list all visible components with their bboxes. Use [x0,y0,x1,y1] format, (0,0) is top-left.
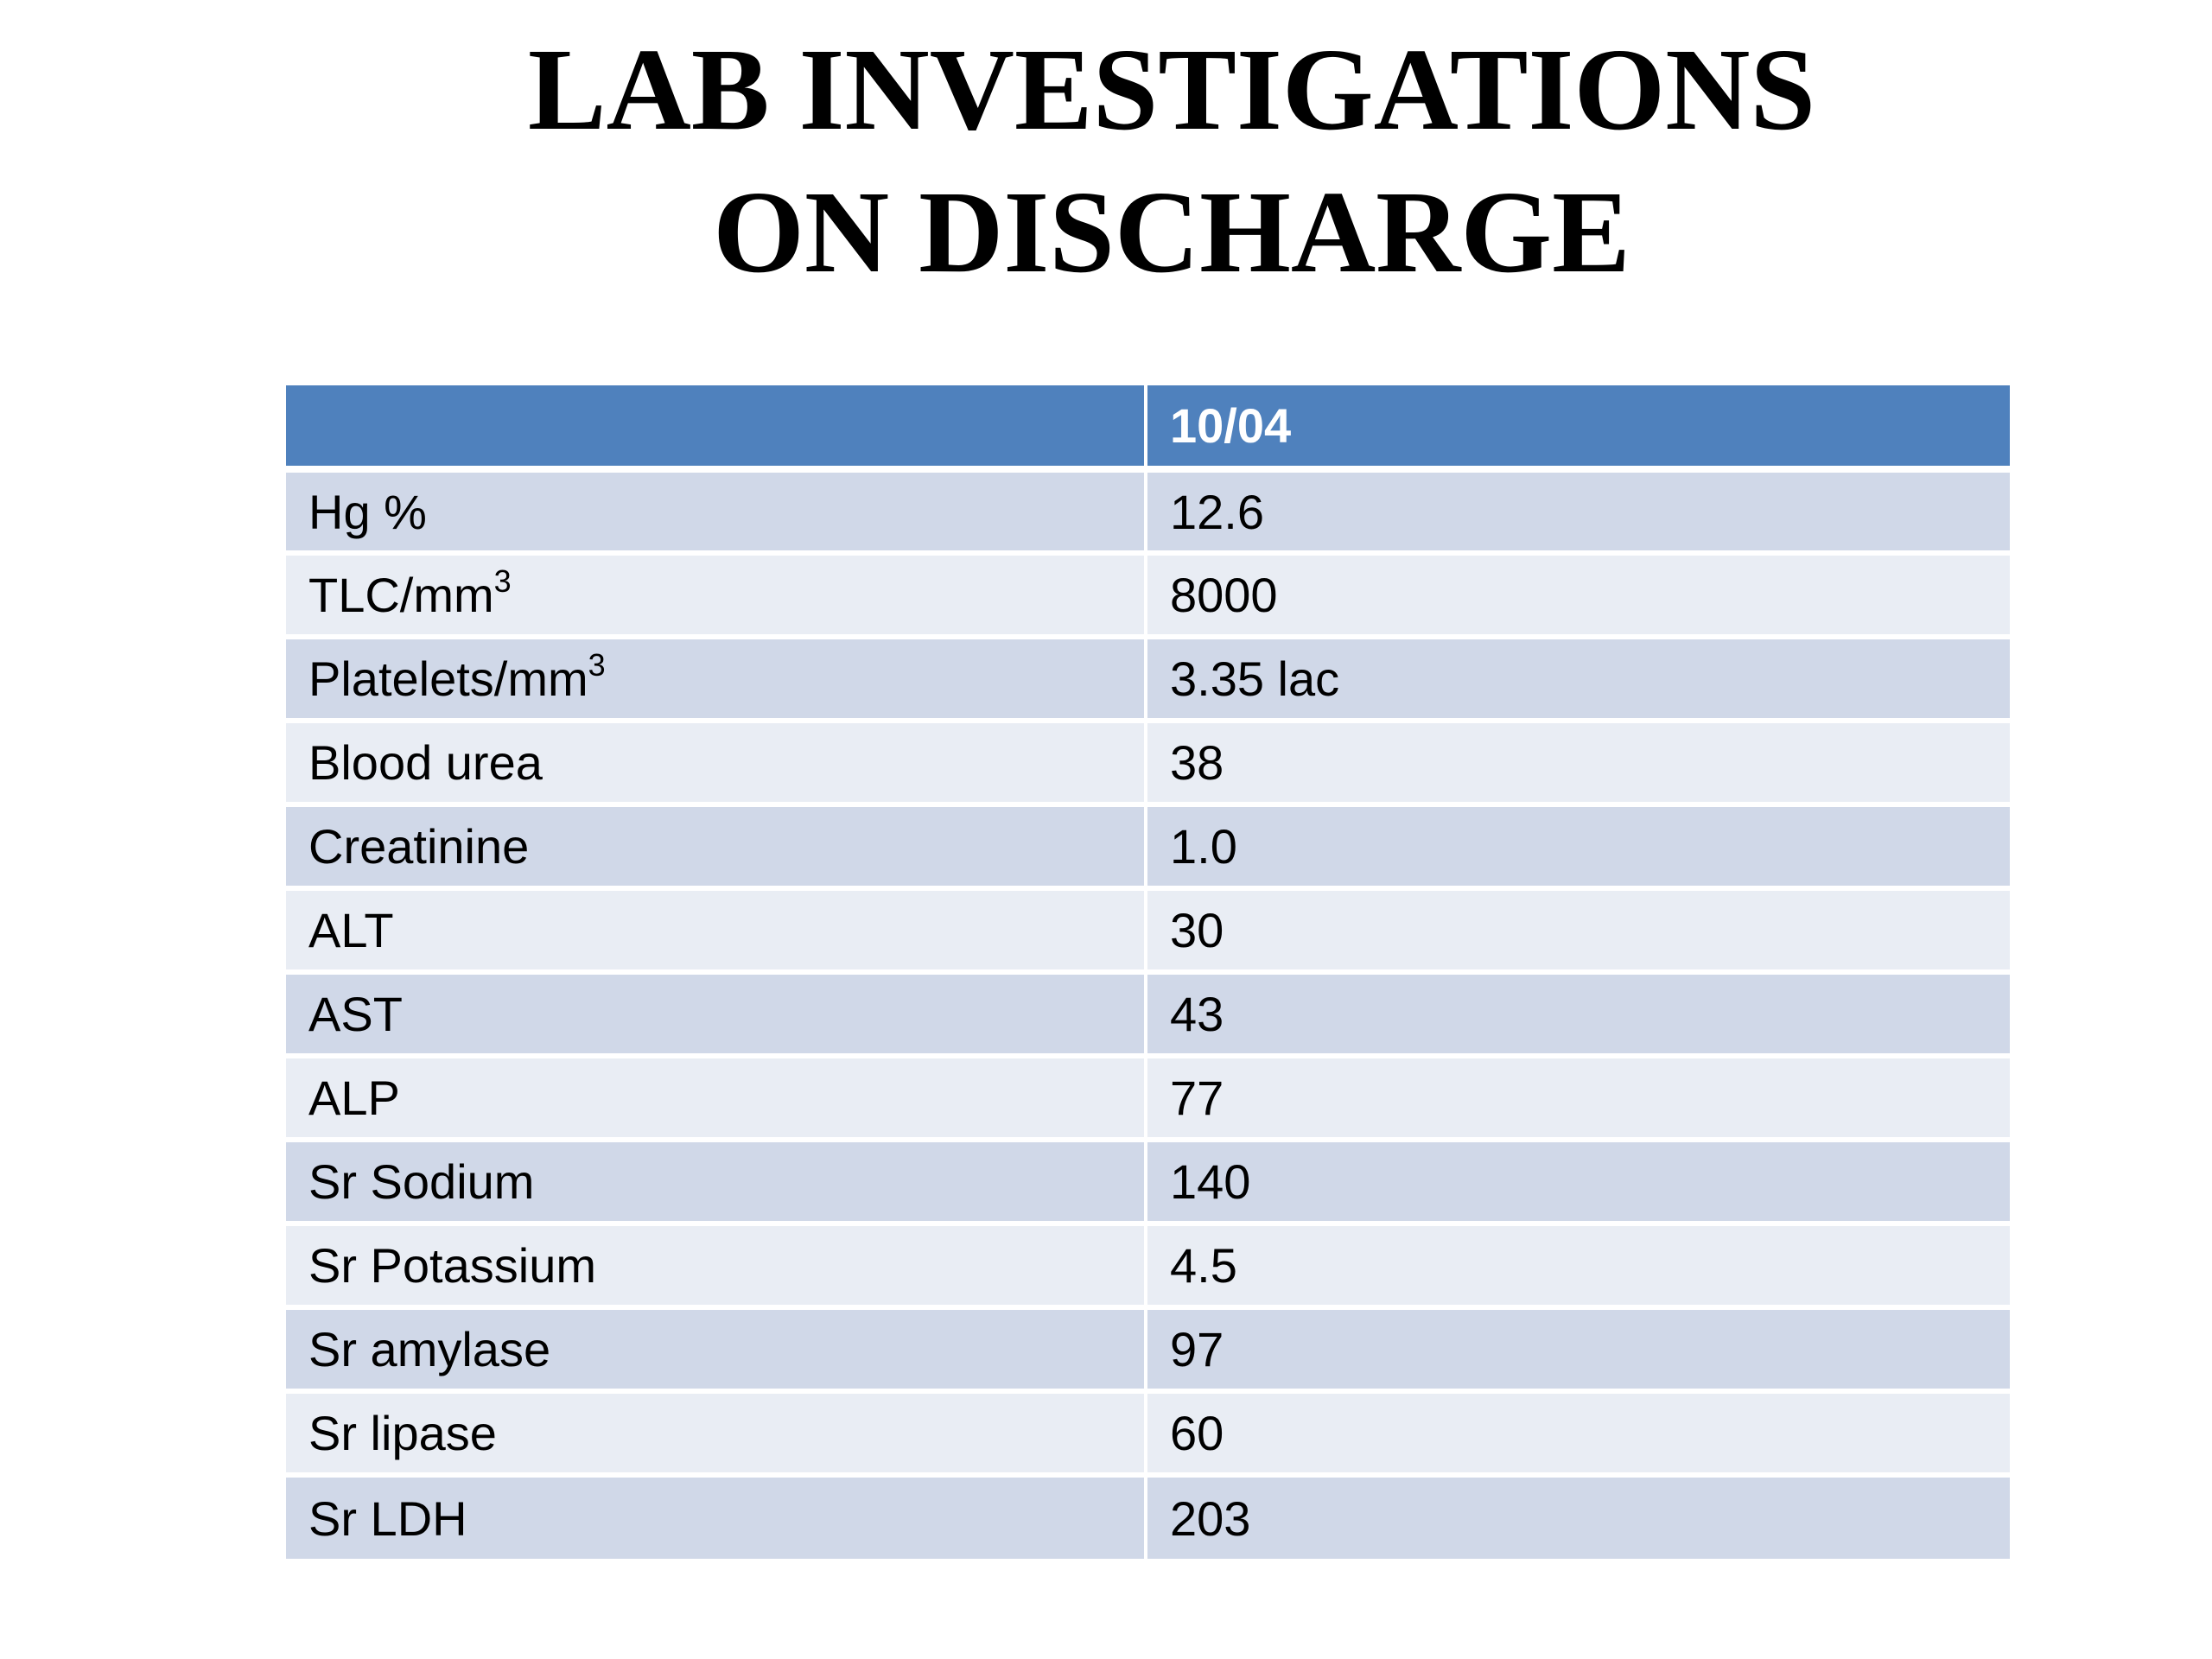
title-line-2: ON DISCHARGE [713,168,1630,297]
test-name-cell: Sr LDH [286,1472,1146,1559]
table-row: Sr LDH 203 [286,1472,2010,1559]
table-row: Creatinine 1.0 [286,802,2010,888]
test-name: Sr LDH [308,1491,467,1546]
test-name-cell: Sr lipase [286,1389,1146,1475]
table-row: Sr amylase 97 [286,1305,2010,1391]
test-name-cell: Creatinine [286,802,1146,888]
test-value-cell: 4.5 [1144,1221,2010,1307]
test-name: ALT [308,903,394,957]
table-header-row: 10/04 [286,385,2010,469]
table-row: Blood urea 38 [286,718,2010,804]
test-name-cell: Hg % [286,466,1146,553]
table-row: ALP 77 [286,1053,2010,1140]
test-value-cell: 1.0 [1144,802,2010,888]
test-name-cell: ALP [286,1053,1146,1140]
test-value-cell: 43 [1144,969,2010,1056]
table-row: Platelets/mm3 3.35 lac [286,634,2010,721]
test-name-cell: AST [286,969,1146,1056]
test-value-cell: 203 [1144,1472,2010,1559]
test-name: TLC/mm [308,568,494,622]
slide-title: LAB INVESTIGATIONS ON DISCHARGE [0,19,2212,304]
test-name: Sr Potassium [308,1238,596,1293]
test-value-cell: 77 [1144,1053,2010,1140]
test-value-cell: 38 [1144,718,2010,804]
test-value-cell: 60 [1144,1389,2010,1475]
test-name: Sr Sodium [308,1154,535,1209]
test-value-cell: 3.35 lac [1144,634,2010,721]
test-name: Platelets/mm [308,652,588,706]
test-name-cell: Sr Potassium [286,1221,1146,1307]
test-name: AST [308,987,403,1041]
test-name-cell: ALT [286,886,1146,972]
test-value-cell: 8000 [1144,550,2010,637]
test-value-cell: 12.6 [1144,466,2010,553]
test-name: Sr amylase [308,1322,551,1376]
table-row: Sr lipase 60 [286,1389,2010,1475]
test-value-cell: 30 [1144,886,2010,972]
lab-results-table: 10/04 Hg % 12.6 TLC/mm3 8000 Platelets/m… [286,385,2010,1559]
table-row: ALT 30 [286,886,2010,972]
test-name-cell: Sr Sodium [286,1137,1146,1224]
test-name: Creatinine [308,819,530,874]
table-row: Sr Potassium 4.5 [286,1221,2010,1307]
table-row: Hg % 12.6 [286,466,2010,553]
test-name-superscript: 3 [588,647,606,683]
title-line-1: LAB INVESTIGATIONS [527,25,1816,155]
header-cell-date: 10/04 [1144,385,2010,469]
test-name-superscript: 3 [493,563,512,599]
test-name: Sr lipase [308,1406,497,1460]
test-value-cell: 97 [1144,1305,2010,1391]
header-cell-test [286,385,1146,469]
test-name-cell: Blood urea [286,718,1146,804]
test-name: Hg % [308,484,427,539]
test-name-cell: TLC/mm3 [286,550,1146,637]
test-name-cell: Sr amylase [286,1305,1146,1391]
table-row: AST 43 [286,969,2010,1056]
table-row: TLC/mm3 8000 [286,550,2010,637]
table-row: Sr Sodium 140 [286,1137,2010,1224]
test-name-cell: Platelets/mm3 [286,634,1146,721]
test-value-cell: 140 [1144,1137,2010,1224]
test-name: ALP [308,1071,400,1125]
test-name: Blood urea [308,735,543,790]
